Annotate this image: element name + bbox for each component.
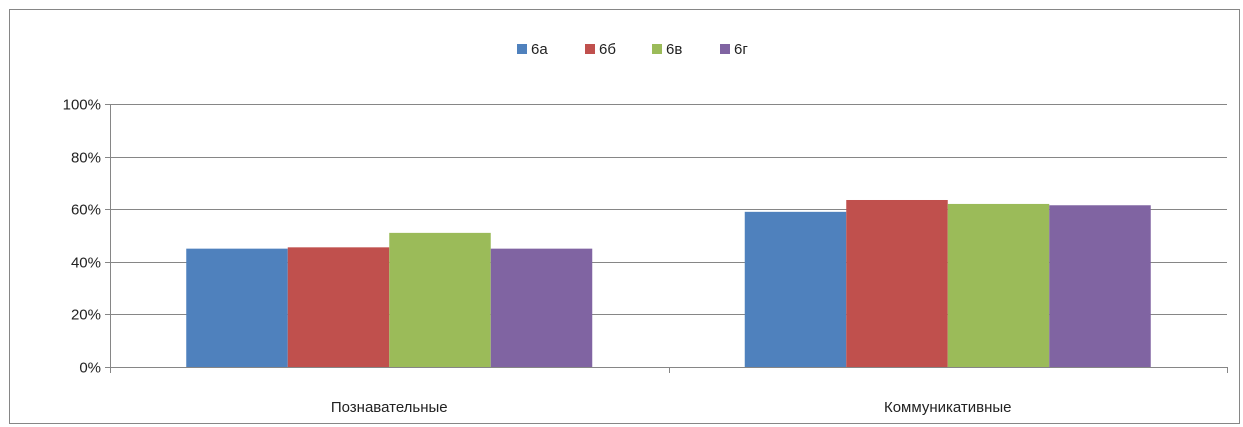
- bar: [846, 199, 948, 367]
- legend-label: 6б: [599, 41, 616, 58]
- y-axis: 0% 20% 40% 60% 80% 100%: [63, 97, 111, 377]
- bar: [287, 247, 390, 367]
- legend-label: 6в: [666, 41, 682, 58]
- legend-label: 6г: [734, 41, 748, 58]
- legend-swatch: [652, 44, 662, 54]
- y-tick-label: 80%: [71, 150, 101, 167]
- bar: [490, 248, 593, 367]
- legend-swatch: [720, 44, 730, 54]
- y-tick-label: 0%: [79, 360, 101, 377]
- bar: [186, 248, 288, 367]
- y-tick-label: 40%: [71, 255, 101, 272]
- bar: [389, 232, 491, 367]
- bar: [744, 211, 847, 367]
- legend-swatch: [517, 44, 527, 54]
- legend-swatch: [585, 44, 595, 54]
- y-tick-label: 60%: [71, 202, 101, 219]
- bar: [947, 203, 1050, 367]
- x-axis: Познавательные Коммуникативные: [105, 367, 1228, 416]
- bar: [1049, 205, 1151, 367]
- y-tick-label: 20%: [71, 307, 101, 324]
- legend: 6а 6б 6в 6г: [517, 41, 748, 58]
- y-tick-label: 100%: [63, 97, 101, 114]
- legend-label: 6а: [531, 41, 548, 58]
- bars: [186, 199, 1151, 367]
- x-category-label: Познавательные: [331, 399, 448, 416]
- x-category-label: Коммуникативные: [884, 399, 1012, 416]
